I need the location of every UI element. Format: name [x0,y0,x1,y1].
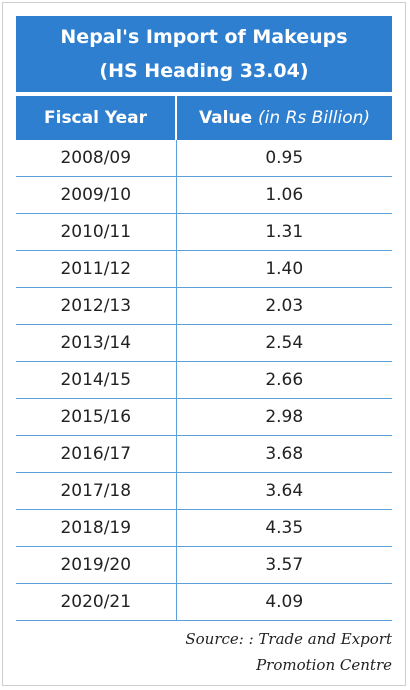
header-cell: Value (in Rs Billion) [176,96,392,140]
value-cell: 1.31 [176,213,392,251]
table-row: 2020/21 4.09 [16,583,392,621]
year-cell: 2011/12 [16,250,177,288]
source-line: Promotion Centre [256,656,392,674]
year-cell: 2012/13 [16,287,177,325]
value-cell: 2.66 [176,361,392,399]
header-label: Value [198,108,253,128]
year-cell: 2015/16 [16,398,177,436]
source: Source: : Trade and Export Promotion Cen… [185,626,392,678]
year-cell: 2016/17 [16,435,177,473]
value-cell: 4.35 [176,509,392,547]
year-cell: 2010/11 [16,213,177,251]
table-row: 2015/16 2.98 [16,398,392,436]
header-cell: Fiscal Year [16,96,177,140]
table-row: 2016/17 3.68 [16,435,392,473]
value-cell: 1.06 [176,176,392,214]
value-cell: 3.57 [176,546,392,584]
year-cell: 2014/15 [16,361,177,399]
year-cell: 2019/20 [16,546,177,584]
table-row: 2017/18 3.64 [16,472,392,510]
value-cell: 4.09 [176,583,392,621]
header-unit: (in Rs Billion) [258,108,371,128]
value-cell: 3.64 [176,472,392,510]
value-cell: 1.40 [176,250,392,288]
frame [2,2,406,686]
title-line: Nepal's Import of Makeups [60,26,348,48]
year-cell: 2020/21 [16,583,177,621]
header-row: Fiscal Year Value (in Rs Billion) [16,96,392,140]
year-cell: 2009/10 [16,176,177,214]
value-cell: 3.68 [176,435,392,473]
title-line: (HS Heading 33.04) [99,60,309,82]
table-row: 2009/10 1.06 [16,176,392,214]
year-cell: 2008/09 [16,140,177,177]
title-block: Nepal's Import of Makeups (HS Heading 33… [16,16,392,92]
table-body: 2008/09 0.95 2009/10 1.06 2010/11 1.31 2011/12… [16,140,392,621]
value-cell: 0.95 [176,140,392,177]
table-row: 2014/15 2.66 [16,361,392,399]
table-row: 2008/09 0.95 [16,140,392,177]
year-cell: 2013/14 [16,324,177,362]
value-cell: 2.98 [176,398,392,436]
table-row: 2011/12 1.40 [16,250,392,288]
year-cell: 2018/19 [16,509,177,547]
table-row: 2012/13 2.03 [16,287,392,325]
data-table: Fiscal Year Value (in Rs Billion) 2008/0… [16,96,392,621]
table-row: 2018/19 4.35 [16,509,392,547]
value-cell: 2.54 [176,324,392,362]
table-header: Fiscal Year Value (in Rs Billion) [16,96,392,140]
table-row: 2010/11 1.31 [16,213,392,251]
table-row: 2019/20 3.57 [16,546,392,584]
value-cell: 2.03 [176,287,392,325]
source-line: Source: : Trade and Export [185,630,392,648]
year-cell: 2017/18 [16,472,177,510]
table-row: 2013/14 2.54 [16,324,392,362]
